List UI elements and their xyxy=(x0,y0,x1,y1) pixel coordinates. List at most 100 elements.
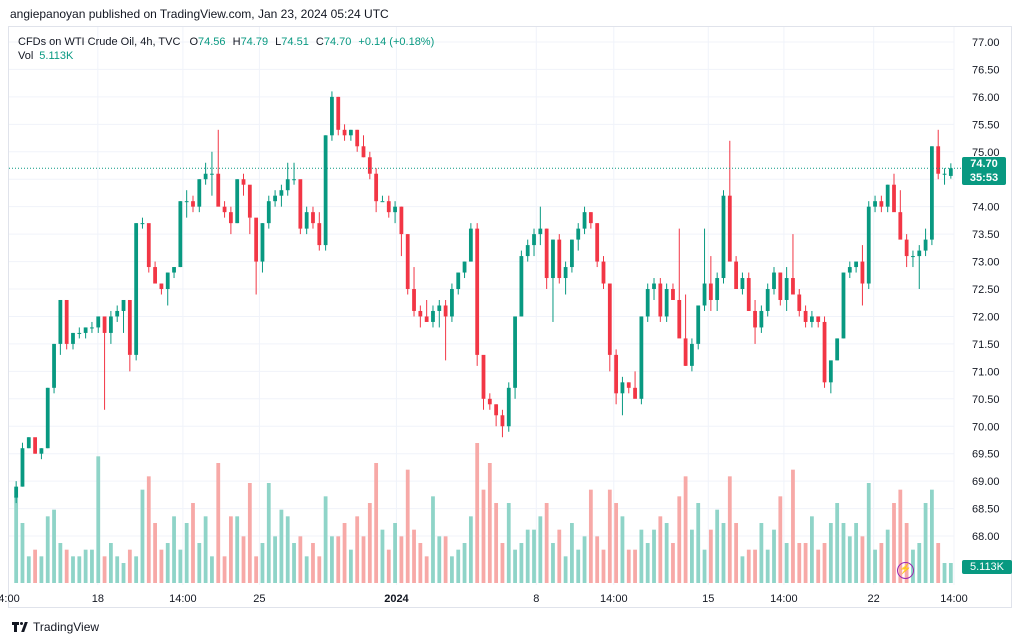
volume-bar xyxy=(506,503,511,583)
volume-bar xyxy=(159,549,164,583)
volume-bar xyxy=(652,529,656,583)
candle-body xyxy=(892,184,896,213)
candle-body xyxy=(165,272,170,290)
candle-body xyxy=(216,173,221,207)
candle-body xyxy=(570,239,574,268)
volume-bar xyxy=(551,543,555,583)
volume-bar xyxy=(721,523,726,583)
candle-body xyxy=(90,327,94,329)
close-value: 74.70 xyxy=(323,36,352,48)
volume-bar xyxy=(620,516,625,583)
candle-body xyxy=(437,305,442,311)
volume-bar xyxy=(380,529,385,583)
volume-bar xyxy=(822,543,827,583)
candle-body xyxy=(532,234,536,246)
candle-body xyxy=(355,129,360,147)
candle-body xyxy=(39,448,44,454)
volume-bar xyxy=(210,556,214,583)
volume-bar xyxy=(58,543,63,583)
chart-frame xyxy=(8,26,1012,608)
candle-body xyxy=(658,283,663,317)
volume-bar xyxy=(412,529,416,583)
volume-bar xyxy=(885,529,890,583)
volume-bar xyxy=(519,543,524,583)
candle-body xyxy=(948,168,953,176)
x-tick-label: 22 xyxy=(868,593,880,605)
candle-body xyxy=(576,228,581,240)
volume-bar xyxy=(424,556,429,583)
volume-bar xyxy=(266,483,271,583)
candle-body xyxy=(184,201,189,203)
volume-bar xyxy=(462,543,467,583)
candle-body xyxy=(108,316,113,333)
volume-bar xyxy=(450,556,454,583)
candle-body xyxy=(746,278,751,311)
candle-body xyxy=(33,437,37,454)
volume-bar xyxy=(677,496,682,583)
grid-layer xyxy=(9,27,955,585)
candle-body xyxy=(298,179,303,229)
candle-body xyxy=(551,239,555,279)
volume-bar xyxy=(336,536,341,583)
volume-bar xyxy=(222,556,227,583)
candle-body xyxy=(172,267,176,273)
lightning-icon[interactable]: ⚡ xyxy=(897,562,914,579)
candle-body xyxy=(235,179,240,224)
y-tick-label: 73.50 xyxy=(972,229,1000,241)
candle-body xyxy=(727,195,732,262)
volume-bar xyxy=(134,556,139,583)
volume-bar xyxy=(917,543,922,583)
candle-body xyxy=(601,261,606,284)
volume-bar xyxy=(273,536,277,583)
candle-body xyxy=(153,267,157,284)
volume-bar xyxy=(172,516,176,583)
y-tick-label: 70.00 xyxy=(972,421,1000,433)
change-value: +0.14 (+0.18%) xyxy=(358,36,435,48)
candle-body xyxy=(620,382,625,394)
volume-bar xyxy=(626,549,631,583)
candle-body xyxy=(140,223,145,225)
last-price-tag: 74.70 35:53 xyxy=(962,157,1006,185)
volume-bar xyxy=(532,529,536,583)
candle-body xyxy=(639,316,644,399)
candle-body xyxy=(304,212,309,229)
x-tick-label: 14:00 xyxy=(600,593,628,605)
volume-bar xyxy=(601,549,606,583)
volume-bar xyxy=(898,489,903,583)
volume-bar xyxy=(399,536,404,583)
candle-body xyxy=(412,289,416,311)
candle-body xyxy=(336,96,341,130)
volume-bar xyxy=(936,543,941,583)
volume-bar xyxy=(740,556,745,583)
candle-body xyxy=(102,316,107,333)
candle-body xyxy=(879,201,884,207)
volume-bar xyxy=(690,529,694,583)
volume-bar xyxy=(355,516,360,583)
candle-body xyxy=(708,283,713,300)
volume-bar xyxy=(197,543,202,583)
volume-bar xyxy=(203,516,208,583)
volume-bar xyxy=(279,509,284,583)
volume-bar xyxy=(96,456,101,583)
volume-tag: 5.113K xyxy=(962,560,1012,574)
volume-bar xyxy=(323,496,328,583)
high-value: 74.79 xyxy=(240,36,269,48)
candle-body xyxy=(210,173,214,175)
candle-body xyxy=(677,299,682,339)
candle-body xyxy=(582,212,587,229)
volume-bar xyxy=(582,536,587,583)
candle-body xyxy=(494,404,499,416)
volume-bar xyxy=(235,516,240,583)
low-label: L xyxy=(275,36,282,48)
volume-bar xyxy=(557,529,562,583)
volume-bar xyxy=(847,536,852,583)
close-label: C xyxy=(315,36,324,48)
candle-body xyxy=(197,179,202,207)
candle-body xyxy=(52,343,56,388)
candle-body xyxy=(115,310,120,317)
candle-body xyxy=(456,272,461,290)
volume-bar xyxy=(374,463,379,583)
volume-bar xyxy=(184,523,189,583)
candle-body xyxy=(83,327,88,333)
